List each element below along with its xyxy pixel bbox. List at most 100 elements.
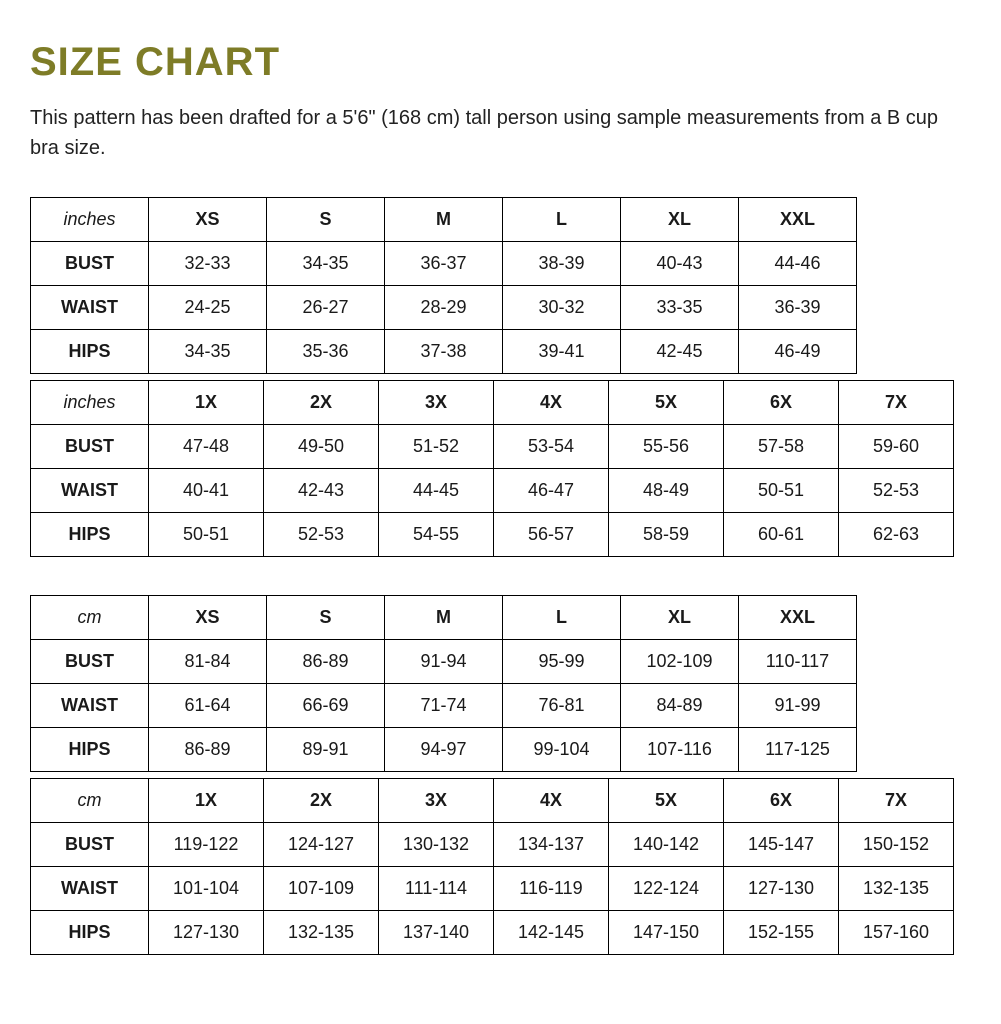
size-cell: 42-45: [621, 330, 739, 374]
size-header: 1X: [149, 779, 264, 823]
size-cell: 91-94: [385, 640, 503, 684]
size-cell: 36-37: [385, 242, 503, 286]
unit-header: inches: [31, 198, 149, 242]
size-header: XL: [621, 596, 739, 640]
size-cell: 48-49: [609, 469, 724, 513]
size-cell: 52-53: [264, 513, 379, 557]
size-cell: 71-74: [385, 684, 503, 728]
size-cell: 36-39: [739, 286, 857, 330]
size-cell: 26-27: [267, 286, 385, 330]
size-cell: 30-32: [503, 286, 621, 330]
size-cell: 130-132: [379, 823, 494, 867]
size-cell: 32-33: [149, 242, 267, 286]
size-cell: 62-63: [839, 513, 954, 557]
size-cell: 46-49: [739, 330, 857, 374]
size-header: 3X: [379, 779, 494, 823]
size-cell: 152-155: [724, 911, 839, 955]
size-cell: 34-35: [267, 242, 385, 286]
size-cell: 42-43: [264, 469, 379, 513]
size-table: inchesXSSMLXLXXLBUST32-3334-3536-3738-39…: [30, 197, 971, 374]
row-header: HIPS: [31, 513, 149, 557]
size-cell: 127-130: [724, 867, 839, 911]
size-cell: 52-53: [839, 469, 954, 513]
size-cell: 94-97: [385, 728, 503, 772]
row-header: HIPS: [31, 911, 149, 955]
size-header: 4X: [494, 381, 609, 425]
tables-container: inchesXSSMLXLXXLBUST32-3334-3536-3738-39…: [30, 197, 971, 955]
size-table-3: cm1X2X3X4X5X6X7XBUST119-122124-127130-13…: [30, 778, 954, 955]
size-cell: 116-119: [494, 867, 609, 911]
size-cell: 28-29: [385, 286, 503, 330]
size-header: M: [385, 198, 503, 242]
size-table-2: cmXSSMLXLXXLBUST81-8486-8991-9495-99102-…: [30, 595, 857, 772]
size-cell: 39-41: [503, 330, 621, 374]
unit-header: inches: [31, 381, 149, 425]
size-cell: 137-140: [379, 911, 494, 955]
size-cell: 59-60: [839, 425, 954, 469]
size-cell: 134-137: [494, 823, 609, 867]
size-cell: 61-64: [149, 684, 267, 728]
size-cell: 49-50: [264, 425, 379, 469]
size-cell: 142-145: [494, 911, 609, 955]
size-header: 2X: [264, 779, 379, 823]
page-title: SIZE CHART: [30, 40, 971, 85]
size-header: L: [503, 596, 621, 640]
size-cell: 145-147: [724, 823, 839, 867]
size-header: XXL: [739, 198, 857, 242]
size-cell: 66-69: [267, 684, 385, 728]
size-header: S: [267, 596, 385, 640]
size-cell: 95-99: [503, 640, 621, 684]
size-header: XL: [621, 198, 739, 242]
size-cell: 132-135: [839, 867, 954, 911]
size-cell: 35-36: [267, 330, 385, 374]
row-header: WAIST: [31, 867, 149, 911]
size-cell: 34-35: [149, 330, 267, 374]
size-cell: 101-104: [149, 867, 264, 911]
row-header: BUST: [31, 425, 149, 469]
size-cell: 40-41: [149, 469, 264, 513]
size-cell: 46-47: [494, 469, 609, 513]
size-table: inches1X2X3X4X5X6X7XBUST47-4849-5051-525…: [30, 380, 971, 557]
size-header: 5X: [609, 381, 724, 425]
size-cell: 58-59: [609, 513, 724, 557]
size-cell: 122-124: [609, 867, 724, 911]
size-cell: 110-117: [739, 640, 857, 684]
size-cell: 44-45: [379, 469, 494, 513]
size-cell: 37-38: [385, 330, 503, 374]
size-table-1: inches1X2X3X4X5X6X7XBUST47-4849-5051-525…: [30, 380, 954, 557]
size-header: 6X: [724, 381, 839, 425]
size-cell: 33-35: [621, 286, 739, 330]
size-cell: 117-125: [739, 728, 857, 772]
size-cell: 140-142: [609, 823, 724, 867]
size-cell: 44-46: [739, 242, 857, 286]
size-cell: 54-55: [379, 513, 494, 557]
size-header: XS: [149, 198, 267, 242]
row-header: BUST: [31, 823, 149, 867]
size-cell: 55-56: [609, 425, 724, 469]
size-cell: 51-52: [379, 425, 494, 469]
size-cell: 56-57: [494, 513, 609, 557]
unit-header: cm: [31, 779, 149, 823]
row-header: BUST: [31, 640, 149, 684]
size-cell: 124-127: [264, 823, 379, 867]
size-header: 7X: [839, 381, 954, 425]
size-cell: 38-39: [503, 242, 621, 286]
size-header: 5X: [609, 779, 724, 823]
size-header: 6X: [724, 779, 839, 823]
size-header: M: [385, 596, 503, 640]
size-cell: 89-91: [267, 728, 385, 772]
size-header: L: [503, 198, 621, 242]
size-cell: 57-58: [724, 425, 839, 469]
size-cell: 76-81: [503, 684, 621, 728]
size-cell: 86-89: [149, 728, 267, 772]
size-cell: 119-122: [149, 823, 264, 867]
row-header: HIPS: [31, 728, 149, 772]
intro-text: This pattern has been drafted for a 5'6"…: [30, 103, 950, 163]
size-header: 7X: [839, 779, 954, 823]
size-cell: 132-135: [264, 911, 379, 955]
size-table: cm1X2X3X4X5X6X7XBUST119-122124-127130-13…: [30, 778, 971, 955]
row-header: BUST: [31, 242, 149, 286]
row-header: WAIST: [31, 286, 149, 330]
size-cell: 102-109: [621, 640, 739, 684]
size-cell: 157-160: [839, 911, 954, 955]
